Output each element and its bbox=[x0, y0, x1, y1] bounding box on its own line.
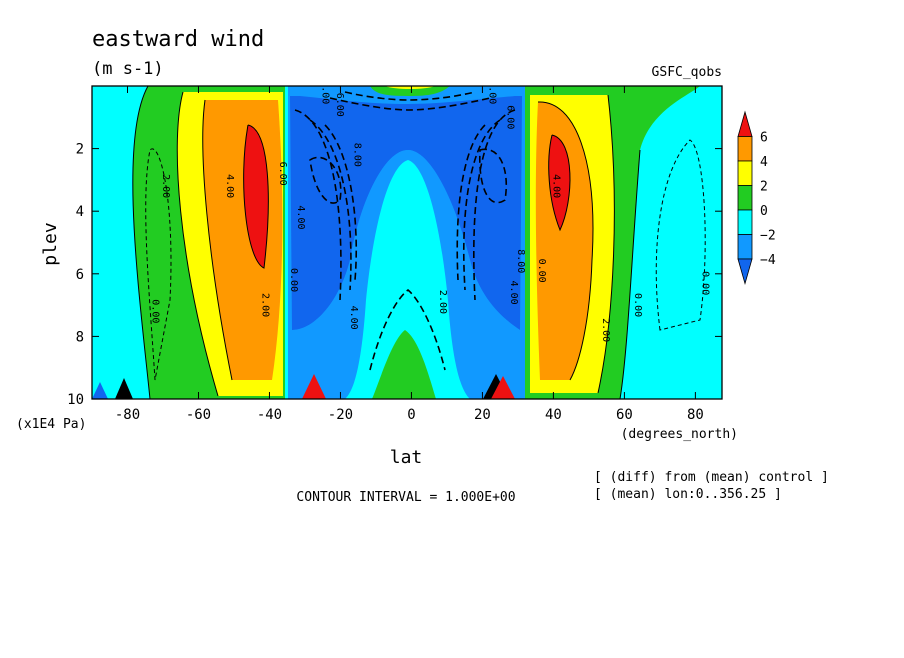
band-0-equator bbox=[345, 160, 470, 399]
contour-label: 2.00 bbox=[437, 290, 448, 314]
contour-label: 4.00 bbox=[508, 281, 519, 305]
contour-label: 2.00 bbox=[320, 80, 331, 104]
surface-marker-4 bbox=[491, 376, 515, 399]
x-tick-label: 60 bbox=[616, 407, 633, 423]
surface-marker-2 bbox=[302, 374, 326, 399]
contour-label: 4.00 bbox=[550, 174, 561, 198]
x-tick-label: 0 bbox=[407, 407, 415, 423]
colorbar-swatch bbox=[737, 185, 753, 211]
y-tick-label: 2 bbox=[76, 142, 84, 158]
contour-interval-label: CONTOUR INTERVAL = 1.000E+00 bbox=[296, 490, 515, 505]
x-tick-label: -60 bbox=[186, 407, 211, 423]
data-source-label: GSFC_qobs bbox=[652, 65, 722, 80]
colorbar-label: 2 bbox=[760, 180, 768, 195]
band-neg4 bbox=[290, 96, 522, 330]
y-axis-unit: (x1E4 Pa) bbox=[16, 417, 86, 432]
x-tick-label: -80 bbox=[115, 407, 140, 423]
note-mean: [ (mean) lon:0..356.25 ] bbox=[594, 487, 782, 502]
y-axis: 2 4 6 8 10 bbox=[67, 142, 722, 408]
contour-label: 2.00 bbox=[160, 174, 171, 198]
x-tick-label: 80 bbox=[687, 407, 704, 423]
surface-marker-5 bbox=[92, 382, 108, 399]
y-tick-label: 6 bbox=[76, 267, 84, 283]
colorbar-swatch bbox=[737, 110, 753, 137]
negative-contours bbox=[294, 91, 516, 371]
contour-label: 8.00 bbox=[515, 249, 526, 273]
colorbar-label: 6 bbox=[760, 131, 768, 146]
contour-label: 6.00 bbox=[277, 162, 288, 186]
x-axis-unit: (degrees_north) bbox=[621, 427, 738, 442]
colorbar-label: −2 bbox=[760, 229, 776, 244]
contour-label: 8.00 bbox=[352, 143, 363, 167]
contour-label: 0.00 bbox=[288, 268, 299, 292]
band-top-green bbox=[370, 86, 450, 96]
colorbar-label: −4 bbox=[760, 253, 776, 268]
note-diff: [ (diff) from (mean) control ] bbox=[594, 470, 829, 485]
band-pos-equator bbox=[372, 330, 436, 399]
colorbar-label: 0 bbox=[760, 204, 768, 219]
x-tick-label: 20 bbox=[474, 407, 491, 423]
plot-area: 2.00 4.006.000.00 2.000.004.002.006.008.00… bbox=[92, 80, 722, 399]
contour-label: 4.00 bbox=[224, 174, 235, 198]
band-top-yellow bbox=[385, 86, 435, 89]
colorbar: 6 4 2 0 −2 −4 bbox=[737, 110, 776, 285]
y-tick-label: 8 bbox=[76, 329, 84, 345]
x-tick-label: 40 bbox=[545, 407, 562, 423]
contour-label: 0.00 bbox=[536, 259, 547, 283]
contour-label: 4.00 bbox=[295, 205, 306, 229]
x-axis: -80 -60 -40 -20 0 20 40 60 80 bbox=[115, 86, 704, 423]
contour-lines bbox=[132, 86, 706, 399]
contour-label: 2.00 bbox=[259, 293, 270, 317]
colorbar-swatch bbox=[737, 234, 753, 260]
y-tick-label: 10 bbox=[67, 392, 84, 408]
y-axis-label: plev bbox=[40, 222, 61, 265]
y-tick-label: 4 bbox=[76, 204, 84, 220]
contour-labels: 2.00 4.006.000.00 2.000.004.002.006.008.00… bbox=[149, 80, 710, 342]
contour-label: 0.00 bbox=[632, 293, 643, 317]
contour-label: 0.00 bbox=[149, 299, 160, 323]
contour-label: 0.00 bbox=[699, 271, 710, 295]
colorbar-swatch bbox=[737, 160, 753, 186]
x-tick-label: -20 bbox=[328, 407, 353, 423]
band-6-north bbox=[548, 135, 571, 230]
colorbar-swatch bbox=[737, 136, 753, 162]
contour-label: 2.00 bbox=[487, 80, 498, 104]
contour-label: 2.00 bbox=[600, 318, 611, 342]
x-axis-label: lat bbox=[390, 447, 423, 468]
plot-frame bbox=[91, 85, 723, 400]
colorbar-label: 4 bbox=[760, 155, 768, 170]
contour-label: 6.00 bbox=[334, 93, 345, 117]
colorbar-swatch bbox=[737, 258, 753, 285]
surface-marker-1 bbox=[115, 378, 133, 399]
x-tick-label: -40 bbox=[257, 407, 282, 423]
band-6-south bbox=[243, 125, 269, 268]
colorbar-swatch bbox=[737, 209, 753, 235]
contour-label: 6.00 bbox=[504, 105, 515, 129]
chart-title: eastward wind bbox=[92, 27, 264, 52]
contour-label: 4.00 bbox=[348, 306, 359, 330]
chart-units: (m s-1) bbox=[92, 59, 164, 79]
